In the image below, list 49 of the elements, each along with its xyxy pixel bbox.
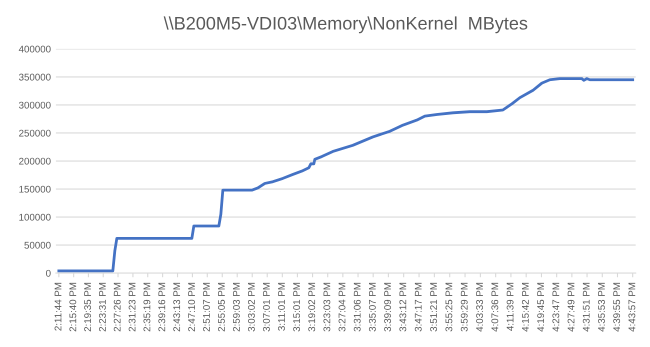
x-tick-label: 3:59:29 PM <box>460 282 468 332</box>
x-tick-label: 2:43:13 PM <box>173 282 180 332</box>
x-tick-label: 4:19:45 PM <box>537 282 544 332</box>
y-tick-label: 250000 <box>19 130 51 137</box>
x-tick-label: 4:35:53 PM <box>598 282 605 332</box>
x-tick-label: 4:27:49 PM <box>568 282 574 332</box>
x-tick-label: 2:19:35 PM <box>84 282 92 332</box>
x-tick-label: 3:35:07 PM <box>368 282 376 332</box>
y-tick-label: 0 <box>46 270 51 277</box>
y-tick-label: 100000 <box>19 214 51 221</box>
y-tick-label: 50000 <box>24 242 51 249</box>
x-tick-label: 2:35:19 PM <box>143 282 150 332</box>
x-tick-label: 4:07:36 PM <box>491 282 498 332</box>
x-tick-label: 4:03:33 PM <box>476 282 483 332</box>
x-tick-label: 3:43:12 PM <box>399 282 406 332</box>
x-tick-label: 2:27:26 PM <box>114 282 121 332</box>
x-tick-label: 2:55:05 PM <box>218 282 225 332</box>
x-tick-label: 3:27:04 PM <box>338 282 346 332</box>
x-tick-label: 4:23:47 PM <box>552 282 560 332</box>
x-tick-label: 2:51:07 PM <box>203 282 210 332</box>
x-tick-label: 2:59:03 PM <box>232 282 240 332</box>
x-tick-label: 3:31:06 PM <box>354 282 361 332</box>
x-tick-label: 2:47:10 PM <box>188 282 196 332</box>
x-tick-label: 4:11:39 PM <box>506 282 514 331</box>
x-tick-label: 3:23:03 PM <box>323 282 330 332</box>
x-tick-label: 3:39:09 PM <box>384 282 392 332</box>
x-tick-label: 4:15:42 PM <box>522 282 529 332</box>
y-tick-label: 150000 <box>19 186 51 193</box>
y-tick-label: 400000 <box>18 46 51 53</box>
x-tick-label: 3:15:01 PM <box>293 282 300 332</box>
x-tick-label: 2:11:44 PM <box>54 282 62 331</box>
x-tick-label: 3:19:02 PM <box>308 282 316 332</box>
x-tick-label: 4:43:57 PM <box>628 282 636 332</box>
y-tick-label: 200000 <box>19 158 51 165</box>
x-tick-label: 4:39:55 PM <box>613 282 620 332</box>
x-tick-label: 3:11:01 PM <box>278 282 285 331</box>
y-tick-label: 300000 <box>18 102 51 109</box>
x-tick-label: 3:03:02 PM <box>248 282 255 332</box>
x-tick-label: 2:23:31 PM <box>98 282 106 332</box>
x-tick-label: 3:47:17 PM <box>414 282 422 332</box>
x-tick-label: 2:39:16 PM <box>158 282 166 332</box>
x-tick-label: 3:51:21 PM <box>430 282 437 332</box>
x-tick-label: 2:15:40 PM <box>69 282 76 332</box>
x-tick-label: 2:31:23 PM <box>128 282 136 332</box>
x-tick-label: 3:07:01 PM <box>262 282 270 332</box>
x-tick-label: 3:55:25 PM <box>445 282 452 332</box>
chart-title: \\B200M5-VDI03\Memory\NonKernel MBytes <box>164 16 528 34</box>
y-tick-label: 350000 <box>18 74 51 81</box>
x-tick-label: 4:31:51 PM <box>582 282 590 332</box>
